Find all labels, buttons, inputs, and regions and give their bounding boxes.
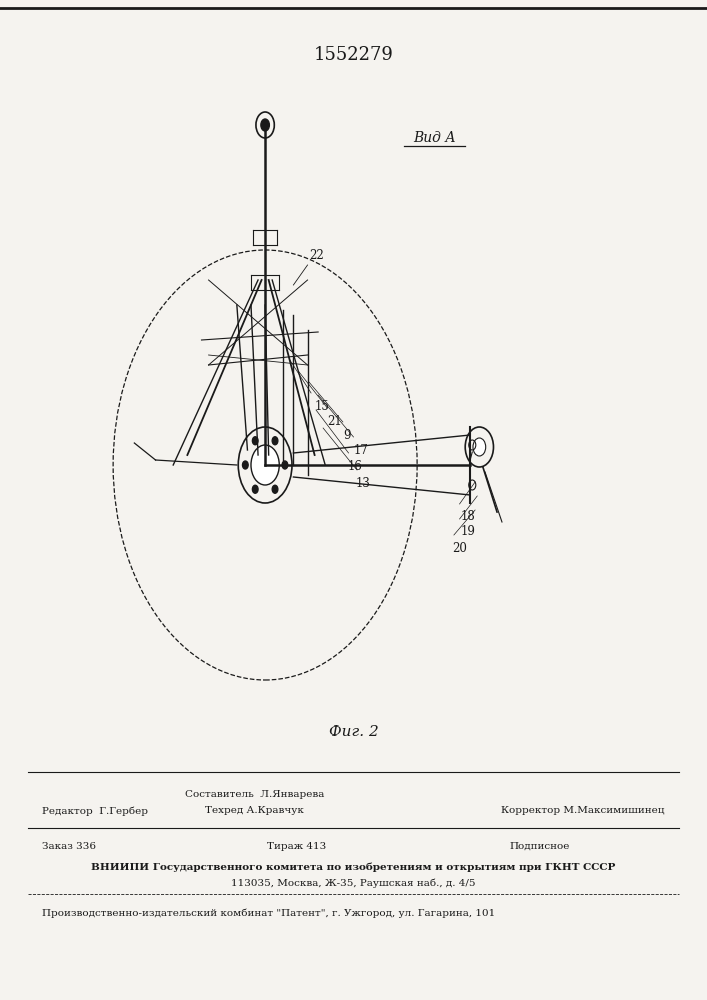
- Text: Корректор М.Максимишинец: Корректор М.Максимишинец: [501, 806, 665, 815]
- Text: Производственно-издательский комбинат "Патент", г. Ужгород, ул. Гагарина, 101: Производственно-издательский комбинат "П…: [42, 908, 496, 918]
- Text: Вид А: Вид А: [414, 131, 456, 145]
- Circle shape: [252, 437, 258, 445]
- Text: 17: 17: [354, 444, 368, 457]
- Text: 16: 16: [347, 460, 362, 473]
- Circle shape: [272, 485, 278, 493]
- Text: Тираж 413: Тираж 413: [267, 842, 327, 851]
- Text: Заказ 336: Заказ 336: [42, 842, 96, 851]
- Text: Редактор  Г.Гербер: Редактор Г.Гербер: [42, 806, 148, 816]
- Text: Фиг. 2: Фиг. 2: [329, 725, 378, 739]
- Circle shape: [251, 445, 279, 485]
- Text: 113035, Москва, Ж-35, Раушская наб., д. 4/5: 113035, Москва, Ж-35, Раушская наб., д. …: [231, 878, 476, 888]
- Text: 15: 15: [315, 400, 329, 413]
- Text: Составитель  Л.Январева: Составитель Л.Январева: [185, 790, 325, 799]
- Circle shape: [473, 438, 486, 456]
- Circle shape: [272, 437, 278, 445]
- Circle shape: [282, 461, 288, 469]
- Text: Техред А.Кравчук: Техред А.Кравчук: [205, 806, 304, 815]
- Text: 19: 19: [461, 525, 476, 538]
- Text: 13: 13: [356, 477, 370, 490]
- Text: 9: 9: [343, 429, 351, 442]
- Text: ВНИИПИ Государственного комитета по изобретениям и открытиям при ГКНТ СССР: ВНИИПИ Государственного комитета по изоб…: [91, 862, 616, 871]
- Circle shape: [261, 119, 269, 131]
- Text: Подписное: Подписное: [509, 842, 569, 851]
- Text: 1552279: 1552279: [314, 46, 393, 64]
- Text: 21: 21: [327, 415, 342, 428]
- Circle shape: [243, 461, 248, 469]
- Text: 20: 20: [452, 542, 467, 555]
- Circle shape: [252, 485, 258, 493]
- Text: 22: 22: [310, 249, 325, 262]
- Text: 18: 18: [461, 510, 476, 523]
